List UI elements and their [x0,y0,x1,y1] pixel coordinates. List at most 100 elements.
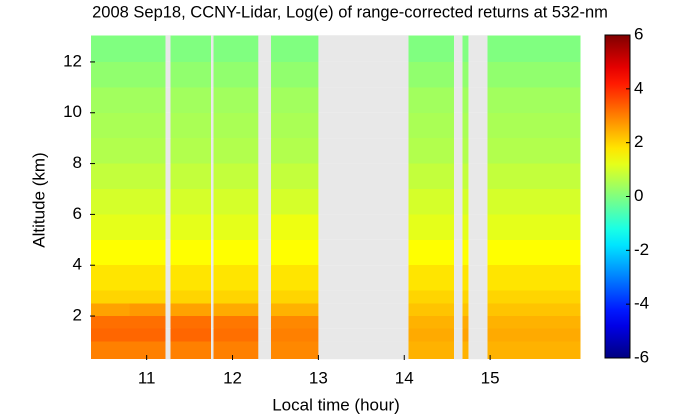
heat-cell [90,87,130,113]
missing-cell [165,316,171,329]
missing-cell [454,341,463,360]
missing-cell [258,138,272,164]
missing-cell [165,341,171,360]
heat-cell [462,188,469,215]
heat-cell [487,265,534,291]
heat-cell [271,188,319,215]
heat-cell [487,112,534,139]
heat-cell [170,265,212,291]
x-tick-label: 14 [395,368,414,387]
missing-cell [211,239,214,266]
missing-cell [211,87,214,113]
missing-cell [468,61,488,88]
heat-cell [90,188,130,215]
heat-cell [462,239,469,266]
missing-cell [468,163,488,189]
heat-cell [408,239,455,266]
missing-cell [454,87,463,113]
heat-cell [533,61,581,88]
missing-cell [165,290,171,304]
heat-cell [408,163,455,189]
missing-cell [211,316,214,329]
colorbar-tick-label: 4 [634,78,643,97]
heat-cell [271,239,319,266]
missing-cell [258,290,272,304]
missing-cell [211,163,214,189]
x-tick-label: 11 [138,368,156,387]
y-tick-label: 4 [73,255,82,274]
missing-cell [318,87,409,113]
heat-cell [462,303,469,317]
heat-cell [408,35,455,62]
missing-cell [318,138,409,164]
missing-cell [318,316,409,329]
heat-cell [487,328,534,342]
missing-cell [165,328,171,342]
missing-cell [468,341,488,360]
heat-cell [462,163,469,189]
heat-cell [90,35,130,62]
missing-cell [165,87,171,113]
heat-cell [213,328,259,342]
heat-cell [271,61,319,88]
missing-cell [318,214,409,240]
heat-cell [170,163,212,189]
heat-cell [487,214,534,240]
heat-cell [487,341,534,360]
heat-cell [90,61,130,88]
missing-cell [318,188,409,215]
heat-cell [170,328,212,342]
heat-cell [213,239,259,266]
heat-cell [90,316,130,329]
heat-cell [533,138,581,164]
heat-cell [533,328,581,342]
heat-cell [271,316,319,329]
missing-cell [454,303,463,317]
heat-cell [271,341,319,360]
heat-cell [129,316,166,329]
missing-cell [468,112,488,139]
heat-cell [129,214,166,240]
heat-cell [129,188,166,215]
heat-cell [129,239,166,266]
missing-cell [318,303,409,317]
heat-cell [129,35,166,62]
heat-cell [533,303,581,317]
heat-cell [408,112,455,139]
heat-cell [129,303,166,317]
missing-cell [468,328,488,342]
heat-cell [487,303,534,317]
missing-cell [258,163,272,189]
missing-cell [211,112,214,139]
missing-cell [165,214,171,240]
missing-cell [258,328,272,342]
heat-cell [408,328,455,342]
heat-cell [129,341,166,360]
missing-cell [165,163,171,189]
missing-cell [211,61,214,88]
heat-cell [271,87,319,113]
missing-cell [468,265,488,291]
heat-cell [129,290,166,304]
missing-cell [165,112,171,139]
heat-cell [129,138,166,164]
heat-cell [213,214,259,240]
heat-cell [170,138,212,164]
heat-cell [271,35,319,62]
heat-cell [213,290,259,304]
missing-cell [454,214,463,240]
heat-cell [487,316,534,329]
heat-cell [170,87,212,113]
missing-cell [468,290,488,304]
colorbar-tick-label: 0 [634,186,643,205]
heat-cell [487,35,534,62]
y-tick-label: 8 [73,153,82,172]
missing-cell [318,341,409,360]
missing-cell [318,61,409,88]
heat-cell [170,61,212,88]
heat-cell [170,188,212,215]
missing-cell [165,303,171,317]
heat-cell [170,35,212,62]
heat-cell [487,239,534,266]
missing-cell [318,265,409,291]
